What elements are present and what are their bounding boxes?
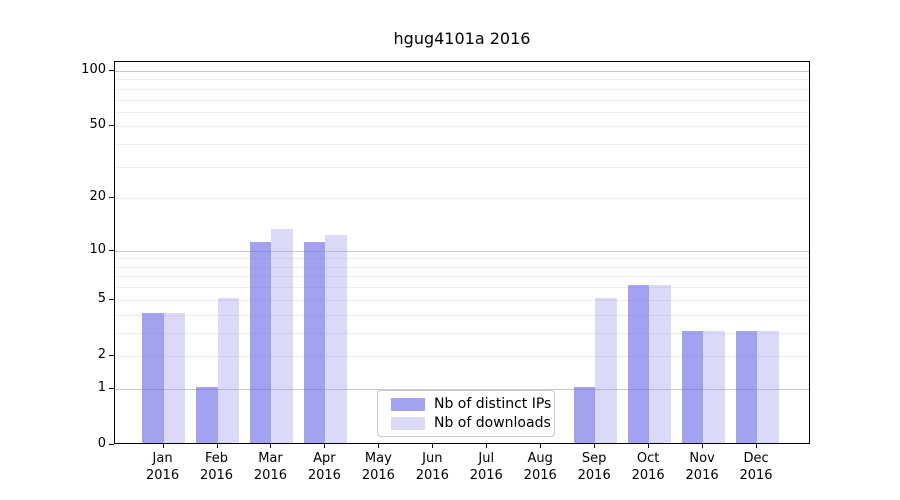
- x-tick-label: Dec 2016: [739, 451, 773, 483]
- x-tick-label: Jul 2016: [469, 451, 503, 483]
- x-tick-label: Jun 2016: [415, 451, 449, 483]
- gridline-major: [115, 250, 809, 252]
- gridline-minor: [115, 126, 809, 128]
- y-tick-label: 20: [89, 189, 106, 205]
- gridline-minor: [115, 99, 809, 101]
- x-tick: [702, 444, 704, 448]
- legend-label-distinct-ips: Nb of distinct IPs: [434, 395, 552, 412]
- bar-distinct-ips-dec: [735, 330, 758, 443]
- gridline-minor: [115, 266, 809, 268]
- chart-title: hgug4101a 2016: [393, 29, 531, 48]
- y-tick-label: 50: [89, 117, 106, 133]
- gridline-minor: [115, 166, 809, 168]
- y-tick-label: 2: [97, 346, 106, 362]
- gridline-major: [115, 388, 809, 390]
- bar-distinct-ips-mar: [249, 241, 272, 443]
- gridline-minor: [115, 198, 809, 200]
- gridline-minor: [115, 287, 809, 289]
- gridline-major: [115, 71, 809, 72]
- plot-area: [114, 61, 810, 444]
- y-tick-label: 1: [97, 379, 106, 395]
- x-tick-label: Aug 2016: [523, 451, 557, 483]
- y-tick-label: 0: [97, 436, 106, 451]
- x-tick-label: Feb 2016: [199, 451, 234, 483]
- legend-item-distinct-ips: Nb of distinct IPs: [391, 395, 554, 412]
- gridline-minor: [115, 88, 809, 90]
- bar-downloads-apr: [325, 235, 347, 443]
- legend-swatch-downloads: [391, 416, 425, 430]
- x-tick: [540, 444, 542, 448]
- gridline-minor: [115, 299, 809, 301]
- bar-downloads-sep: [595, 297, 617, 443]
- legend-swatch-distinct-ips: [391, 397, 425, 411]
- gridline-minor: [115, 276, 809, 278]
- bar-distinct-ips-oct: [627, 285, 650, 443]
- x-tick-label: Mar 2016: [253, 451, 287, 483]
- gridline-minor: [115, 79, 809, 81]
- y-tick: [109, 444, 114, 445]
- bar-distinct-ips-apr: [303, 241, 326, 443]
- x-tick: [432, 444, 434, 448]
- x-tick: [648, 444, 650, 448]
- bar-distinct-ips-sep: [573, 386, 596, 443]
- x-tick-label: Apr 2016: [307, 451, 341, 483]
- x-tick-label: Oct 2016: [631, 451, 665, 483]
- y-tick-label: 5: [97, 290, 106, 306]
- gridline-minor: [115, 258, 809, 260]
- legend: Nb of distinct IPs Nb of downloads: [377, 390, 555, 437]
- y-tick-label: 10: [89, 241, 106, 257]
- x-tick: [756, 444, 758, 448]
- bar-distinct-ips-feb: [196, 386, 218, 443]
- legend-label-downloads: Nb of downloads: [434, 414, 551, 431]
- y-tick-label: 100: [81, 62, 106, 77]
- x-tick-label: Sep 2016: [577, 451, 611, 483]
- gridline-minor: [115, 332, 809, 334]
- gridline-minor: [115, 111, 809, 113]
- x-tick: [270, 444, 272, 448]
- legend-item-downloads: Nb of downloads: [391, 414, 554, 431]
- bar-downloads-nov: [703, 330, 725, 443]
- gridline-minor: [115, 314, 809, 316]
- bar-distinct-ips-nov: [681, 330, 704, 443]
- x-tick: [594, 444, 596, 448]
- bar-downloads-dec: [757, 330, 779, 443]
- bar-distinct-ips-jan: [142, 312, 164, 443]
- x-tick-label: Nov 2016: [685, 451, 719, 483]
- x-tick: [324, 444, 326, 448]
- bar-downloads-mar: [271, 229, 293, 443]
- x-tick: [162, 444, 164, 448]
- x-tick: [486, 444, 488, 448]
- bar-downloads-oct: [649, 285, 671, 443]
- bar-downloads-jan: [163, 312, 186, 443]
- gridline-minor: [115, 355, 809, 357]
- gridline-minor: [115, 144, 809, 146]
- bar-downloads-feb: [217, 297, 239, 443]
- x-tick: [216, 444, 218, 448]
- x-tick-label: May 2016: [361, 451, 395, 483]
- x-tick-label: Jan 2016: [146, 451, 180, 483]
- x-tick: [378, 444, 380, 448]
